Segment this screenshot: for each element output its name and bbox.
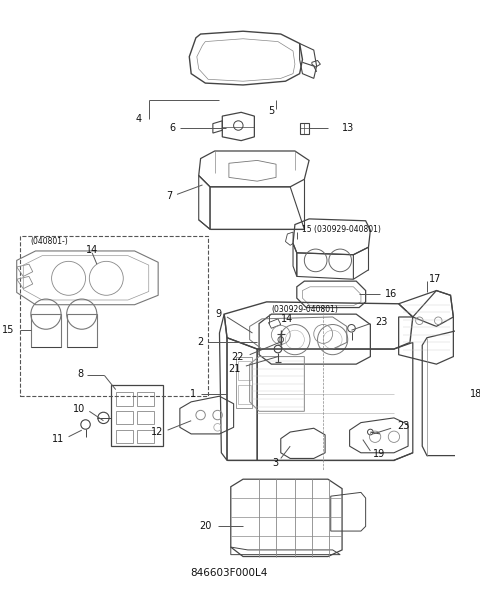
Text: 23: 23 <box>397 421 409 431</box>
Text: 23: 23 <box>375 317 387 326</box>
Bar <box>237 356 252 409</box>
Bar <box>20 236 208 396</box>
Text: 15 (030929-040801): 15 (030929-040801) <box>302 225 381 234</box>
Text: 18: 18 <box>470 389 480 400</box>
Bar <box>300 122 309 134</box>
Bar <box>137 411 155 424</box>
Text: 20: 20 <box>200 521 212 532</box>
Text: 14: 14 <box>281 314 293 324</box>
Text: 16: 16 <box>384 289 397 299</box>
Text: (030929-040801): (030929-040801) <box>271 305 338 314</box>
Text: (040801-): (040801-) <box>31 237 69 246</box>
Text: 12: 12 <box>151 427 163 437</box>
Bar <box>239 385 251 404</box>
Text: 11: 11 <box>52 434 64 443</box>
Text: 3: 3 <box>273 458 279 468</box>
Text: 7: 7 <box>166 191 172 201</box>
Text: 8: 8 <box>78 368 84 379</box>
Bar <box>116 411 132 424</box>
Text: 19: 19 <box>373 449 385 459</box>
Bar <box>239 361 251 380</box>
Bar <box>116 392 132 406</box>
Text: 846603F000L4: 846603F000L4 <box>190 568 267 578</box>
Text: 9: 9 <box>215 309 221 319</box>
Text: 2: 2 <box>197 337 204 347</box>
Bar <box>137 430 155 443</box>
Text: 15: 15 <box>2 325 15 335</box>
Text: 22: 22 <box>231 352 244 362</box>
Text: 17: 17 <box>429 274 441 284</box>
Text: 5: 5 <box>268 106 274 116</box>
Text: 13: 13 <box>342 124 354 133</box>
Text: 1: 1 <box>190 389 196 400</box>
Text: 4: 4 <box>136 114 142 124</box>
Text: 14: 14 <box>86 245 98 255</box>
Bar <box>116 430 132 443</box>
Text: 10: 10 <box>73 404 85 415</box>
Bar <box>111 385 163 446</box>
Text: 6: 6 <box>169 124 175 133</box>
Text: 21: 21 <box>228 364 240 374</box>
Bar <box>137 392 155 406</box>
